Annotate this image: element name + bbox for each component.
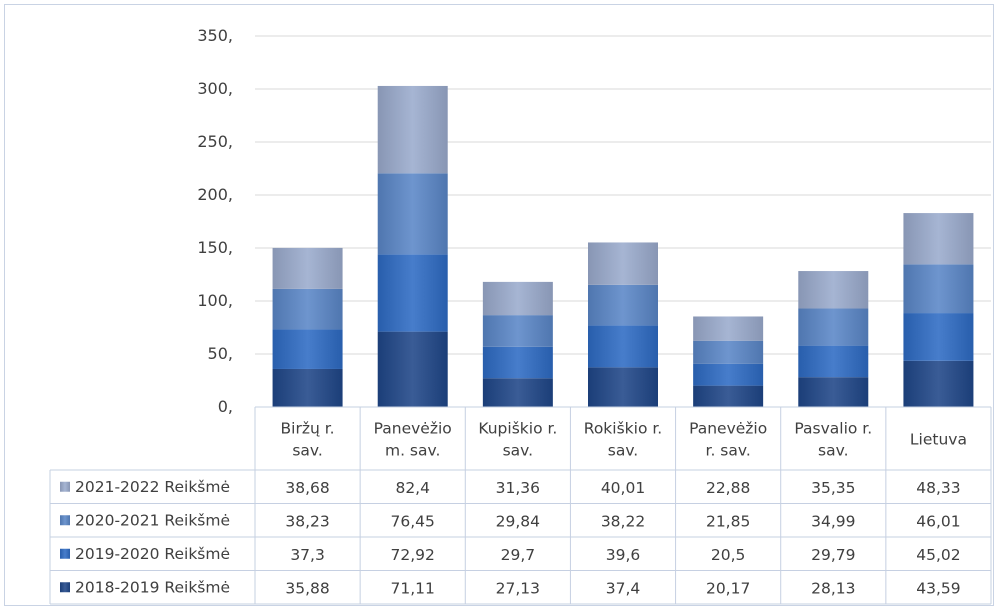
- legend-entry: 2019-2020 Reikšmė: [75, 545, 230, 563]
- data-label: 21,85: [706, 512, 750, 530]
- bar-segment: [272, 288, 343, 330]
- bars: [272, 85, 974, 407]
- data-label: 37,4: [606, 579, 641, 597]
- legend-swatch: [60, 548, 70, 559]
- data-label: 45,02: [916, 546, 960, 564]
- y-tick-label: 250,: [197, 132, 233, 151]
- category-label: Panevėžio: [374, 420, 452, 438]
- data-label: 82,4: [395, 479, 430, 497]
- bar-segment: [377, 254, 448, 332]
- bar-segment: [588, 284, 658, 326]
- bar-segment: [693, 363, 764, 386]
- category-label: sav.: [292, 442, 322, 460]
- gridlines: [255, 35, 991, 355]
- data-label: 71,11: [391, 579, 435, 597]
- bar-segment: [693, 316, 764, 341]
- legend-entry: 2020-2021 Reikšmė: [75, 511, 230, 529]
- bar-segment: [272, 247, 343, 289]
- y-axis: 0, 50, 100, 150, 200, 250, 300, 350,: [197, 26, 233, 416]
- data-label: 29,84: [496, 512, 540, 530]
- legend-swatch: [60, 481, 70, 492]
- data-label: 40,01: [601, 479, 645, 497]
- category-label: sav.: [608, 442, 638, 460]
- y-tick-label: 200,: [197, 185, 233, 204]
- category-label: Kupiškio r.: [478, 420, 557, 438]
- bar-segment: [377, 173, 448, 255]
- y-tick-label: 0,: [218, 397, 233, 416]
- data-label: 37,3: [290, 546, 325, 564]
- bar-segment: [482, 315, 553, 347]
- data-label: 38,68: [285, 479, 329, 497]
- data-label: 31,36: [496, 479, 540, 497]
- data-label: 35,88: [285, 579, 329, 597]
- data-label: 38,22: [601, 512, 645, 530]
- bar-segment: [482, 281, 553, 316]
- category-label: r. sav.: [706, 442, 751, 460]
- data-label: 29,7: [501, 546, 536, 564]
- y-tick-label: 50,: [208, 344, 233, 363]
- data-label: 35,35: [811, 479, 855, 497]
- data-label: 20,5: [711, 546, 746, 564]
- category-label: Panevėžio: [689, 420, 767, 438]
- y-tick-label: 150,: [197, 238, 233, 257]
- data-label: 29,79: [811, 546, 855, 564]
- bar-segment: [798, 345, 869, 378]
- data-label: 43,59: [916, 579, 960, 597]
- category-label: Rokiškio r.: [584, 420, 662, 438]
- category-label: sav.: [503, 442, 533, 460]
- category-label: Biržų r.: [281, 420, 335, 438]
- bar-segment: [798, 271, 869, 309]
- data-label: 39,6: [606, 546, 641, 564]
- data-label: 20,17: [706, 579, 750, 597]
- legend-swatch: [60, 515, 70, 526]
- bar-segment: [482, 346, 553, 379]
- category-label: m. sav.: [385, 442, 440, 460]
- bar-segment: [903, 264, 974, 314]
- bar-segment: [693, 385, 764, 407]
- y-tick-label: 300,: [197, 79, 233, 98]
- bar-segment: [588, 367, 658, 407]
- category-label: Lietuva: [910, 431, 967, 449]
- bar-segment: [693, 340, 764, 364]
- bar-segment: [272, 368, 343, 407]
- bar-segment: [588, 242, 658, 285]
- data-label: 22,88: [706, 479, 750, 497]
- bar-segment: [272, 329, 343, 369]
- bar-segment: [588, 325, 658, 368]
- data-label: 28,13: [811, 579, 855, 597]
- bar-segment: [903, 360, 974, 407]
- y-tick-label: 100,: [197, 291, 233, 310]
- category-label: Pasvalio r.: [794, 420, 872, 438]
- data-label: 46,01: [916, 512, 960, 530]
- bar-segment: [798, 377, 869, 407]
- data-table: Biržų r. sav. Panevėžio m. sav. Kupiškio r. s…: [49, 406, 992, 605]
- bar-segment: [798, 308, 869, 346]
- data-label: 38,23: [285, 512, 329, 530]
- category-label: sav.: [818, 442, 848, 460]
- legend-entry: 2018-2019 Reikšmė: [75, 578, 230, 596]
- y-tick-label: 350,: [197, 26, 233, 45]
- data-label: 27,13: [496, 579, 540, 597]
- data-label: 34,99: [811, 512, 855, 530]
- bar-segment: [903, 313, 974, 361]
- bar-segment: [377, 331, 448, 407]
- data-label: 76,45: [391, 512, 435, 530]
- legend-entry: 2021-2022 Reikšmė: [75, 478, 230, 496]
- data-label: 48,33: [916, 479, 960, 497]
- bar-segment: [482, 378, 553, 407]
- data-label: 72,92: [391, 546, 435, 564]
- legend-swatch: [60, 582, 70, 593]
- bar-segment: [903, 213, 974, 265]
- bar-segment: [377, 85, 448, 174]
